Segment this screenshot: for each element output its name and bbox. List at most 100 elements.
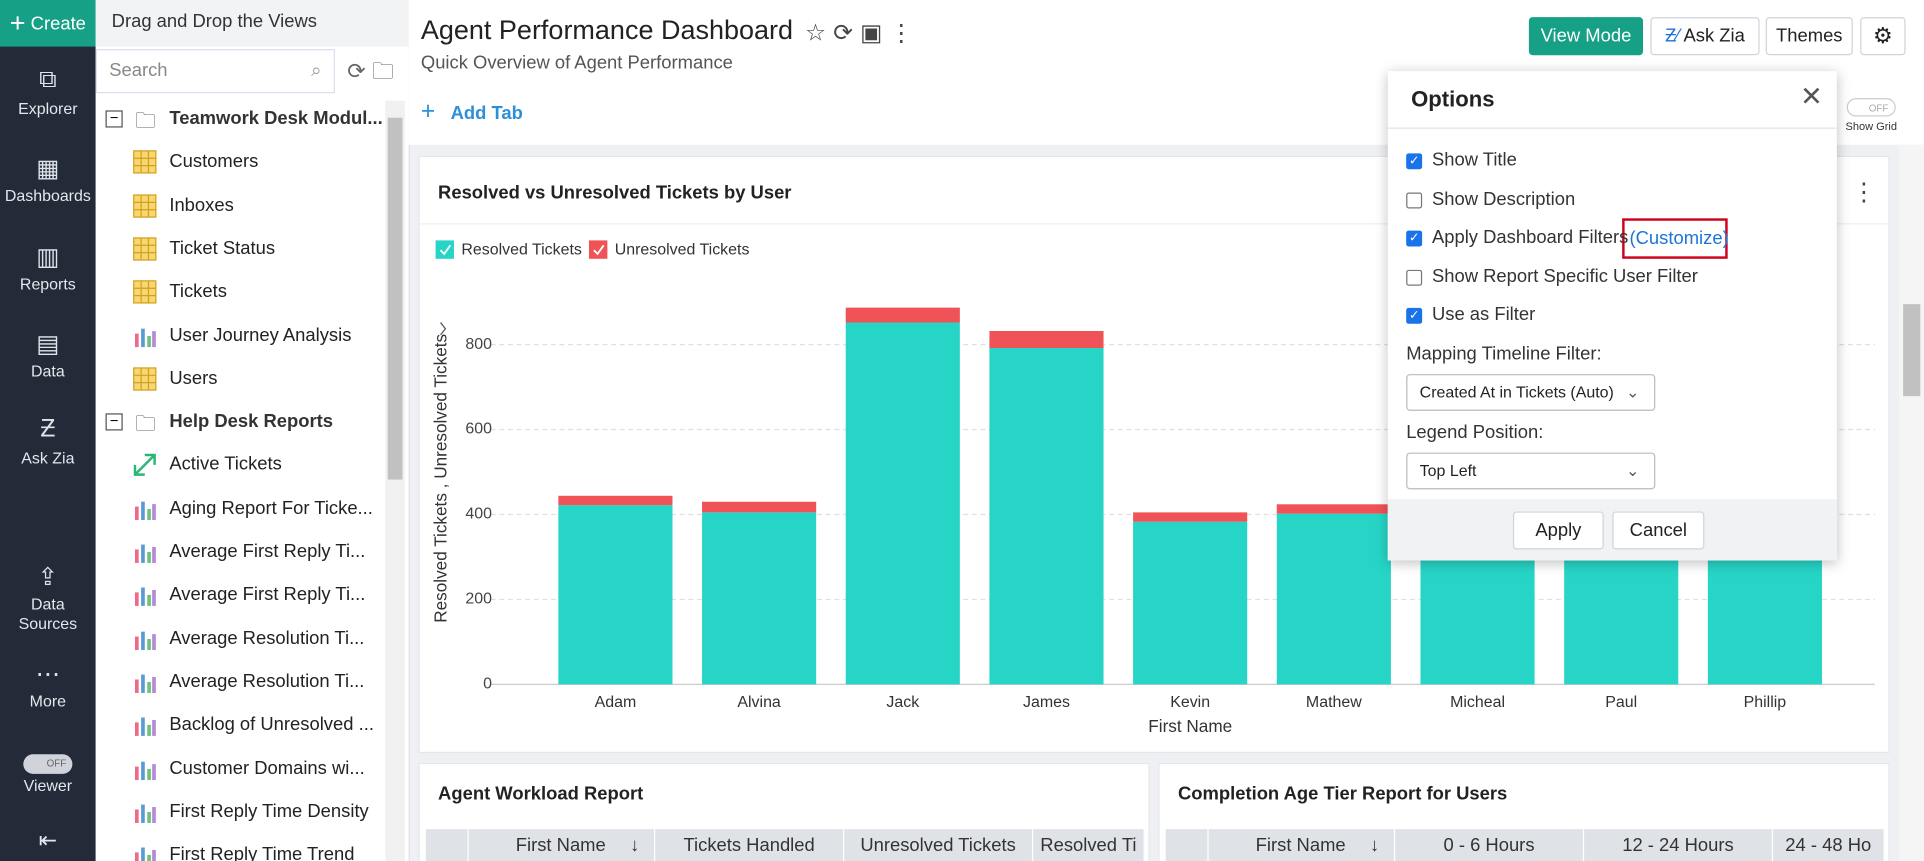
y-tick-label: 200	[465, 591, 492, 608]
close-button[interactable]: ✕	[1800, 80, 1823, 112]
item-icon	[133, 713, 158, 744]
item-icon	[133, 670, 158, 701]
checkbox[interactable]	[1406, 269, 1423, 286]
tree-item[interactable]: Average First Reply Ti...	[169, 584, 366, 606]
tree-item[interactable]: Average First Reply Ti...	[169, 540, 366, 562]
y-tick-label: 0	[483, 676, 492, 693]
tree-item[interactable]: Active Tickets	[169, 454, 282, 476]
page-scrollbar	[1899, 144, 1924, 861]
settings-button[interactable]: ⚙	[1860, 17, 1906, 56]
tree-toggle[interactable]: −	[105, 413, 123, 431]
item-icon	[133, 496, 158, 527]
show-grid-label: Show Grid	[1845, 120, 1898, 133]
bar-segment	[1133, 521, 1248, 685]
tree-item[interactable]: Backlog of Unresolved ...	[169, 714, 374, 735]
nav-item[interactable]: Explorer	[18, 99, 78, 118]
bar-segment	[1276, 504, 1391, 514]
x-tick-label: James	[1023, 694, 1070, 711]
ask-zia-label: Ask Zia	[1683, 25, 1745, 47]
tree-group[interactable]: Help Desk Reports	[169, 410, 333, 432]
refresh-icon[interactable]: ⟳ 🗀	[347, 58, 394, 84]
apply-button[interactable]: Apply	[1512, 511, 1604, 550]
widget-card: Agent Workload Report First Name ↓ Tickets …	[418, 762, 1150, 861]
checkbox[interactable]: ✓	[1406, 230, 1423, 247]
dialog-title: Options	[1411, 87, 1495, 112]
card-menu[interactable]: ⋮	[1851, 179, 1877, 207]
nav-icon: ⧉	[39, 66, 57, 94]
item-icon	[133, 540, 158, 571]
legend-select[interactable]: Top Left ⌄	[1406, 452, 1656, 490]
bar-segment	[845, 322, 960, 685]
tree-item[interactable]: Ticket Status	[169, 237, 276, 259]
column-header[interactable]: 24 - 48 Ho	[1773, 829, 1885, 861]
timeline-select[interactable]: Created At in Tickets (Auto) ⌄	[1406, 374, 1656, 411]
tree-item[interactable]: Inboxes	[169, 194, 234, 216]
tree-item[interactable]: Average Resolution Ti...	[169, 670, 365, 692]
nav-item[interactable]: More	[29, 691, 67, 711]
tree-item[interactable]: Customers	[169, 151, 259, 173]
checkbox[interactable]	[1406, 191, 1423, 208]
view-mode-button[interactable]: View Mode	[1528, 17, 1644, 56]
bar-segment	[558, 505, 673, 685]
column-header[interactable]: First Name ↓	[1207, 829, 1396, 861]
tree-item[interactable]: First Reply Time Density	[169, 800, 369, 822]
create-button[interactable]: + Create	[0, 0, 96, 47]
axis-chevron[interactable]	[440, 322, 447, 336]
customize-link[interactable]: (Customize)	[1629, 228, 1729, 249]
add-tab[interactable]: + Add Tab	[420, 98, 523, 126]
tree-toggle[interactable]: −	[105, 110, 123, 128]
nav-item[interactable]: Data Sources	[18, 594, 78, 633]
dashboard-title: Agent Performance Dashboard	[420, 14, 794, 46]
legend-label: Resolved Tickets	[461, 241, 582, 258]
nav-item[interactable]: Ask Zia	[21, 448, 75, 468]
nav-item[interactable]: Reports	[19, 274, 76, 294]
column-header[interactable]: Tickets Handled	[655, 829, 845, 861]
nav-icon: ▤	[36, 331, 60, 359]
x-tick-label: Phillip	[1744, 694, 1787, 711]
column-header[interactable]: Resolved Ti	[1033, 829, 1145, 861]
nav-item[interactable]: Viewer	[23, 776, 73, 795]
collapse-icon[interactable]: ⇤	[38, 827, 58, 853]
column-header[interactable]: 0 - 6 Hours	[1395, 829, 1585, 861]
grid-toggle[interactable]: OFF	[1846, 98, 1896, 117]
legend-swatch[interactable]	[435, 240, 455, 259]
x-tick-label: Alvina	[737, 694, 781, 711]
tree-group[interactable]: Teamwork Desk Modul...	[169, 107, 383, 129]
nav-item[interactable]: Dashboards	[4, 186, 91, 205]
select-value: Created At in Tickets (Auto)	[1419, 382, 1614, 402]
nav-item[interactable]: Data	[31, 361, 65, 381]
column-header[interactable]: 12 - 24 Hours	[1584, 829, 1774, 861]
x-axis-label: First Name	[1148, 716, 1232, 736]
toggle-text: OFF	[1868, 103, 1889, 115]
ask-zia-button[interactable]: Ƶ⁄ Ask Zia	[1650, 17, 1760, 56]
column-header[interactable]: Unresolved Tickets	[844, 829, 1034, 861]
tree-item[interactable]: Average Resolution Ti...	[169, 627, 365, 649]
title-icons[interactable]: ☆⟳▣⋮	[804, 20, 921, 47]
legend-swatch[interactable]	[588, 240, 608, 259]
column-header[interactable]: First Name ↓	[468, 829, 656, 861]
search-box[interactable]: Search ⌕	[95, 49, 335, 94]
options-dialog: Options ✕ (Customize) Mapping Timeline F…	[1387, 71, 1837, 561]
themes-button[interactable]: Themes	[1765, 17, 1853, 56]
tree-item[interactable]: Aging Report For Ticke...	[169, 497, 373, 519]
legend-label: Unresolved Tickets	[615, 241, 750, 258]
viewer-toggle[interactable]: OFF	[23, 754, 73, 774]
checkbox[interactable]: ✓	[1406, 307, 1423, 324]
tree-item[interactable]: Customer Domains wi...	[169, 757, 365, 779]
x-tick-label: Paul	[1605, 694, 1637, 711]
item-icon	[133, 150, 158, 181]
checkbox-label: Use as Filter	[1431, 304, 1536, 326]
tree-item[interactable]: User Journey Analysis	[169, 324, 352, 346]
checkbox[interactable]: ✓	[1406, 153, 1423, 170]
x-tick-label: Adam	[595, 694, 637, 711]
header-cell	[433, 829, 469, 861]
item-icon	[133, 237, 158, 268]
tree-item[interactable]: First Reply Time Trend	[169, 843, 355, 861]
cancel-button[interactable]: Cancel	[1612, 511, 1705, 550]
tree-item[interactable]: Users	[169, 367, 218, 389]
tree-item[interactable]: Tickets	[169, 281, 227, 302]
item-icon	[133, 280, 158, 311]
x-tick-label: Mathew	[1306, 694, 1362, 711]
legend-check	[439, 244, 452, 256]
